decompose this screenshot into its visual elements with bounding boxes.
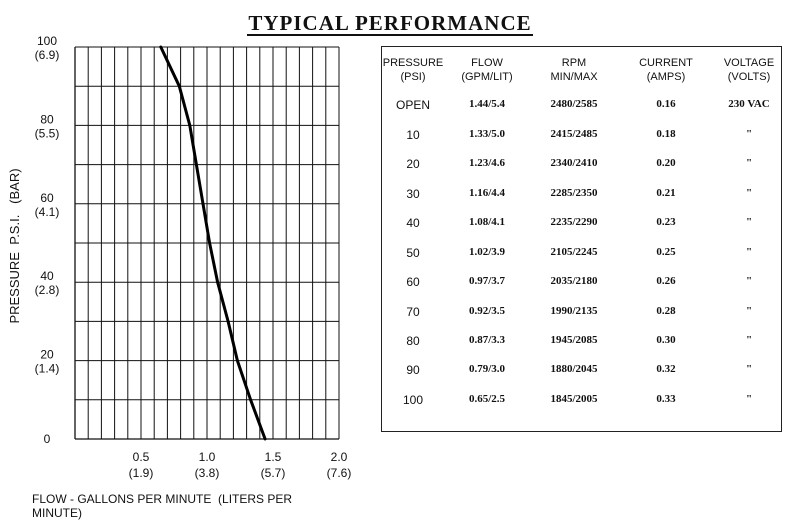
x-tick-label: 1.5 xyxy=(265,450,282,464)
table-cell: 0.30 xyxy=(656,334,676,346)
table-cell: " xyxy=(745,275,753,287)
table-cell: 230 VAC xyxy=(728,98,770,110)
y-tick-label: 100 xyxy=(37,34,57,48)
y-tick-sublabel: (5.5) xyxy=(35,126,60,140)
table-cell: 2105/2245 xyxy=(550,246,598,258)
table-cell: 0.16 xyxy=(656,98,676,110)
table-cell: OPEN xyxy=(395,98,430,112)
table-cell: 1.02/3.9 xyxy=(468,246,506,258)
table-cell: 0.87/3.3 xyxy=(468,334,506,346)
performance-chart: 0 20(1.4) 40(2.8) 60(4.1) 80(5.5) 100(6.9) 0.5… xyxy=(7,34,351,520)
x-tick-label: 1.0 xyxy=(199,450,216,464)
table-cell: 10 xyxy=(406,128,420,142)
table-cell: 1945/2085 xyxy=(550,334,598,346)
header-label: FLOW xyxy=(471,57,503,69)
table-cell: 0.20 xyxy=(656,157,676,169)
table-cell: " xyxy=(745,216,753,228)
table-cell: 90 xyxy=(406,363,420,377)
y-tick-sublabel: (2.8) xyxy=(35,283,60,297)
y-tick-sublabel: (1.4) xyxy=(35,362,60,376)
performance-table: PRESSURE (PSI) FLOW (GPM/LIT) RPM MIN/MAX CURR… xyxy=(381,46,782,432)
table-cell: 0.97/3.7 xyxy=(468,275,506,287)
table-cell: 1.23/4.6 xyxy=(468,157,506,169)
header-label: CURRENT xyxy=(639,57,693,69)
header-unit: (VOLTS) xyxy=(727,71,771,83)
table-cell: 0.25 xyxy=(656,246,676,258)
y-axis-title: PRESSURE P.S.I. (BAR) xyxy=(7,168,22,323)
table-cell: 0.92/3.5 xyxy=(468,305,506,317)
header-unit: (AMPS) xyxy=(646,71,686,83)
table-cell: 2415/2485 xyxy=(550,128,598,140)
header-unit: (GPM/LIT) xyxy=(461,71,513,83)
table-cell: 0.79/3.0 xyxy=(468,363,506,375)
x-tick-label: 2.0 xyxy=(331,450,348,464)
table-cell: 100 xyxy=(402,393,424,407)
x-axis-title: FLOW - GALLONS PER MINUTE (LITERS PER MIN… xyxy=(32,492,292,520)
table-cell: 2340/2410 xyxy=(550,157,598,169)
table-cell: 0.65/2.5 xyxy=(468,393,506,405)
table-cell: 70 xyxy=(406,305,420,319)
table-cell: 2480/2585 xyxy=(550,98,598,110)
header-unit: (PSI) xyxy=(400,71,426,83)
table-header-cell: VOLTAGE (VOLTS) xyxy=(709,56,789,84)
table-cell: 0.32 xyxy=(656,363,676,375)
header-unit: MIN/MAX xyxy=(550,71,598,83)
x-tick-sublabel: (1.9) xyxy=(129,466,154,480)
chart-grid xyxy=(74,46,340,440)
table-cell: 1.16/4.4 xyxy=(468,187,506,199)
y-tick-label: 0 xyxy=(44,432,51,446)
table-header-cell: RPM MIN/MAX xyxy=(534,56,614,84)
table-cell: 1.44/5.4 xyxy=(468,98,506,110)
table-cell: 1990/2135 xyxy=(550,305,598,317)
y-tick-label: 40 xyxy=(40,269,54,283)
series-line xyxy=(159,45,267,441)
y-tick-sublabel: (4.1) xyxy=(35,205,60,219)
table-cell: 2035/2180 xyxy=(550,275,598,287)
table-cell: 1.33/5.0 xyxy=(468,128,506,140)
table-cell: 2235/2290 xyxy=(550,216,598,228)
y-tick-label: 80 xyxy=(40,112,54,126)
table-cell: 80 xyxy=(406,334,420,348)
table-cell: 0.28 xyxy=(656,305,676,317)
table-cell: 0.33 xyxy=(656,393,676,405)
table-cell: 60 xyxy=(406,275,420,289)
table-cell: 30 xyxy=(406,187,420,201)
table-header-cell: CURRENT (AMPS) xyxy=(631,56,701,84)
table-header-cell: FLOW (GPM/LIT) xyxy=(447,56,527,84)
table-cell: 50 xyxy=(406,246,420,260)
header-label: PRESSURE xyxy=(382,57,444,69)
page-title-text: TYPICAL PERFORMANCE xyxy=(247,11,533,36)
y-tick-sublabel: (6.9) xyxy=(35,48,60,62)
x-tick-label: 0.5 xyxy=(133,450,150,464)
y-tick-label: 60 xyxy=(40,191,54,205)
x-tick-sublabel: (7.6) xyxy=(327,466,352,480)
table-cell: 0.18 xyxy=(656,128,676,140)
table-cell: 40 xyxy=(406,216,420,230)
table-cell: " xyxy=(745,305,753,317)
table-cell: 2285/2350 xyxy=(550,187,598,199)
table-cell: 20 xyxy=(406,157,420,171)
y-tick-label: 20 xyxy=(40,348,54,362)
header-label: RPM xyxy=(561,57,587,69)
table-header-cell: PRESSURE (PSI) xyxy=(373,56,453,84)
table-cell: " xyxy=(745,393,753,405)
table-cell: 0.21 xyxy=(656,187,676,199)
page-title: TYPICAL PERFORMANCE xyxy=(0,11,780,36)
table-cell: " xyxy=(745,187,753,199)
chart-labels: 0 20(1.4) 40(2.8) 60(4.1) 80(5.5) 100(6.9) 0.5… xyxy=(7,34,351,520)
header-label: VOLTAGE xyxy=(723,57,775,69)
table-cell: 1880/2045 xyxy=(550,363,598,375)
x-tick-sublabel: (3.8) xyxy=(195,466,220,480)
table-cell: 1845/2005 xyxy=(550,393,598,405)
chart-curve-layer xyxy=(159,45,267,441)
table-cell: " xyxy=(745,246,753,258)
table-cell: " xyxy=(745,363,753,375)
table-cell: " xyxy=(745,157,753,169)
table-cell: 0.23 xyxy=(656,216,676,228)
table-cell: " xyxy=(745,128,753,140)
table-cell: 1.08/4.1 xyxy=(468,216,506,228)
table-cell: 0.26 xyxy=(656,275,676,287)
x-tick-sublabel: (5.7) xyxy=(261,466,286,480)
table-cell: " xyxy=(745,334,753,346)
